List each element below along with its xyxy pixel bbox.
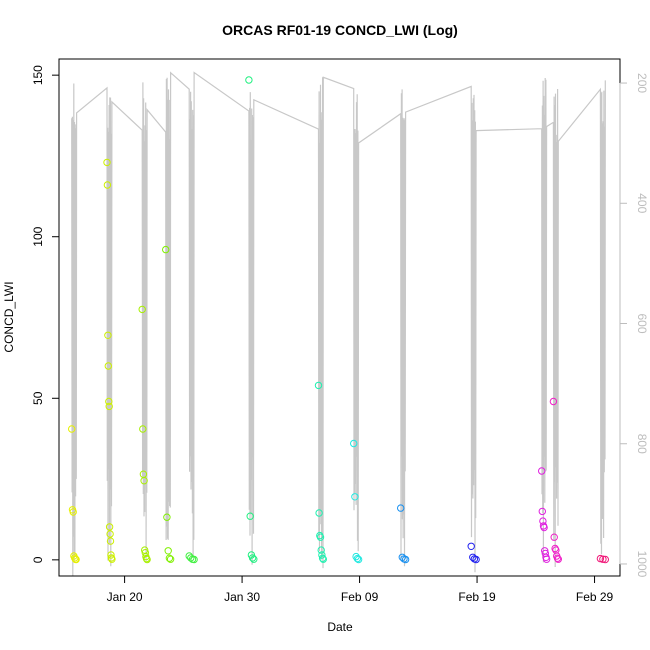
data-point <box>142 554 151 563</box>
data-point <box>353 554 362 563</box>
data-point <box>105 523 114 531</box>
data-point <box>397 504 405 512</box>
y2-tick-label: 800 <box>635 434 649 454</box>
data-point <box>540 523 548 532</box>
data-point <box>350 439 358 448</box>
data-point <box>318 551 326 559</box>
data-point <box>107 551 115 559</box>
data-point <box>538 467 546 475</box>
data-point <box>103 181 112 189</box>
y2-tick-label: 400 <box>635 193 649 213</box>
data-point <box>549 397 558 406</box>
data-point <box>138 305 146 314</box>
y2-tick-label: 1000 <box>635 551 649 578</box>
data-point <box>599 555 607 563</box>
data-point <box>68 425 76 433</box>
data-point <box>318 554 327 562</box>
y-tick-label: 100 <box>31 226 45 246</box>
data-point <box>72 555 80 564</box>
data-point <box>69 508 77 516</box>
data-point <box>542 555 551 563</box>
data-point <box>316 533 325 541</box>
data-point <box>354 555 363 564</box>
data-point <box>472 555 480 564</box>
data-point <box>351 493 359 501</box>
data-point <box>139 425 147 433</box>
data-point <box>104 362 113 370</box>
y-axis-label: CONCD_LWI <box>2 281 16 352</box>
y2-tick-label: 200 <box>635 73 649 93</box>
data-point <box>246 512 254 520</box>
data-point <box>104 331 112 339</box>
data-point <box>553 554 562 562</box>
data-point <box>163 513 171 521</box>
x-tick-label: Jan 20 <box>107 590 143 604</box>
secondary-altitude-lines <box>71 71 606 576</box>
x-axis-label: Date <box>327 620 353 634</box>
y-tick-label: 150 <box>31 65 45 85</box>
data-points <box>68 76 609 564</box>
data-point <box>467 542 475 550</box>
y-tick-label: 50 <box>31 391 45 405</box>
x-tick-label: Feb 29 <box>576 590 614 604</box>
data-point <box>554 555 562 563</box>
altitude-line <box>71 71 606 576</box>
data-point <box>165 554 174 562</box>
data-point <box>248 554 257 562</box>
data-point <box>106 537 115 545</box>
data-point <box>245 76 253 84</box>
y-tick-label: 0 <box>31 556 45 563</box>
data-point <box>105 397 113 406</box>
data-point <box>106 530 114 538</box>
data-point <box>105 402 113 411</box>
data-point <box>143 555 151 564</box>
y2-tick-label: 600 <box>635 313 649 333</box>
x-tick-label: Feb 09 <box>341 590 379 604</box>
data-point <box>108 555 116 563</box>
chart-title: ORCAS RF01-19 CONCD_LWI (Log) <box>222 22 458 38</box>
y-axis: 0 50 100 150 <box>31 65 60 563</box>
data-point <box>162 245 170 254</box>
data-point <box>550 533 558 541</box>
data-point <box>601 555 609 564</box>
data-point <box>190 555 198 564</box>
y2-axis: 200 400 600 800 1000 <box>619 73 649 578</box>
data-point <box>314 381 323 390</box>
data-point <box>140 477 148 485</box>
data-point <box>250 555 258 563</box>
data-point <box>164 547 172 555</box>
data-point <box>315 509 323 517</box>
data-point <box>166 555 175 563</box>
data-point <box>538 507 546 516</box>
x-axis: Jan 20 Jan 30 Feb 09 Feb 19 Feb 29 <box>107 575 614 604</box>
data-point <box>103 158 111 167</box>
x-tick-label: Feb 19 <box>458 590 496 604</box>
x-tick-label: Jan 30 <box>224 590 260 604</box>
data-point <box>319 555 327 563</box>
data-point <box>401 555 410 564</box>
data-point <box>317 546 325 554</box>
